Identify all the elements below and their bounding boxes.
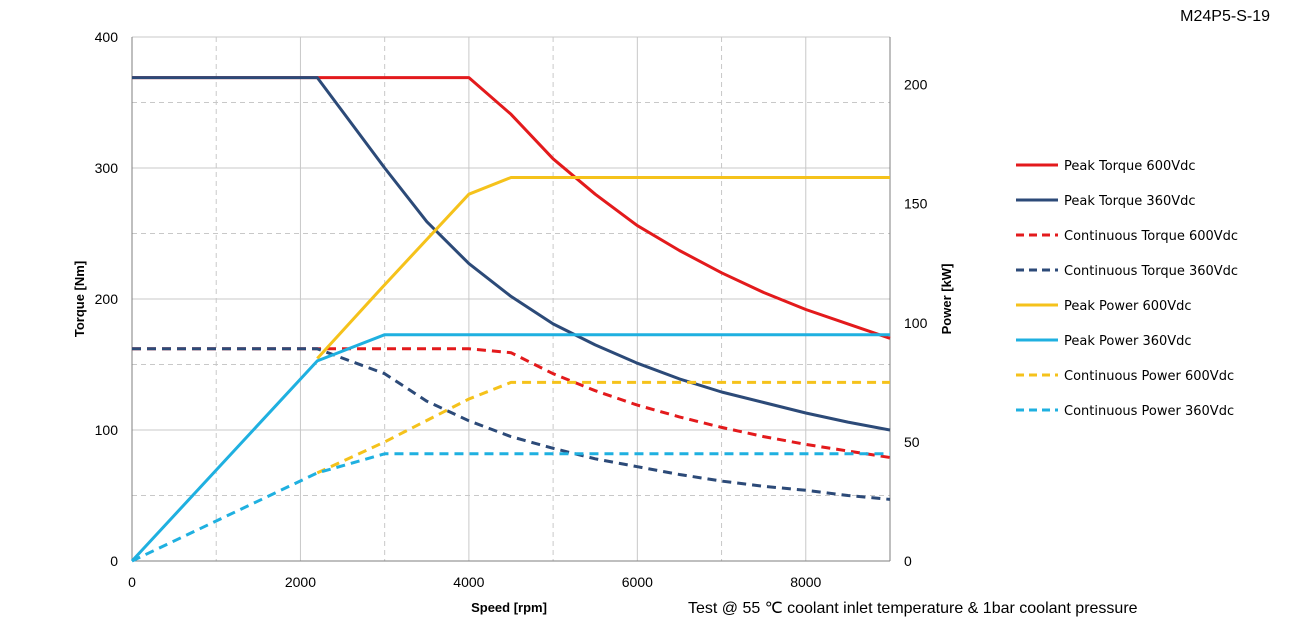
legend-label: Peak Power 360Vdc: [1064, 334, 1192, 349]
x-tick-label: 2000: [285, 574, 316, 590]
series-line-8: [131, 452, 890, 563]
y-tick-label: 400: [95, 29, 119, 45]
grid-lines: [132, 36, 891, 561]
x-tick-label: 4000: [453, 574, 484, 590]
x-tick-label: 8000: [790, 574, 821, 590]
y2-tick-label: 50: [904, 434, 920, 450]
series-line-2: [132, 76, 891, 432]
y-axis-title: Torque [Nm]: [72, 261, 87, 337]
legend-label: Continuous Power 600Vdc: [1064, 369, 1234, 384]
legend-label: Peak Torque 360Vdc: [1064, 194, 1196, 209]
x-axis-title: Speed [rpm]: [471, 600, 547, 615]
y-tick-label: 100: [95, 422, 119, 438]
series-line-6: [130, 333, 890, 563]
series-line-5: [316, 176, 890, 360]
y-tick-label: 0: [110, 553, 118, 569]
axes: [131, 37, 891, 562]
tick-labels: 0 2000 4000 6000 800001002003004000501001502…: [95, 29, 928, 590]
legend-label: Continuous Torque 600Vdc: [1064, 229, 1238, 244]
series-line-4: [132, 347, 891, 501]
y2-tick-label: 150: [904, 196, 928, 212]
legend-label: Continuous Power 360Vdc: [1064, 404, 1234, 419]
series-line-7: [316, 380, 890, 475]
y-tick-label: 200: [95, 291, 119, 307]
model-label: M24P5-S-19: [1180, 8, 1270, 25]
y2-tick-label: 100: [904, 315, 928, 331]
x-tick-label: 0: [128, 574, 136, 590]
series-line-1: [132, 76, 891, 340]
legend-label: Continuous Torque 360Vdc: [1064, 264, 1238, 279]
test-conditions-note: Test @ 55 ℃ coolant inlet temperature & …: [688, 600, 1138, 617]
series-line-3: [132, 347, 891, 459]
x-tick-label: 6000: [622, 574, 653, 590]
legend-label: Peak Torque 600Vdc: [1064, 159, 1196, 174]
y-tick-label: 300: [95, 160, 119, 176]
y2-axis-title: Power [kW]: [939, 264, 954, 335]
legend-label: Peak Power 600Vdc: [1064, 299, 1192, 314]
y2-tick-label: 0: [904, 553, 912, 569]
y2-tick-label: 200: [904, 77, 928, 93]
legend: Peak Torque 600Vdc Peak Torque 360Vdc Cont…: [1016, 159, 1238, 419]
series-lines: [130, 76, 891, 563]
